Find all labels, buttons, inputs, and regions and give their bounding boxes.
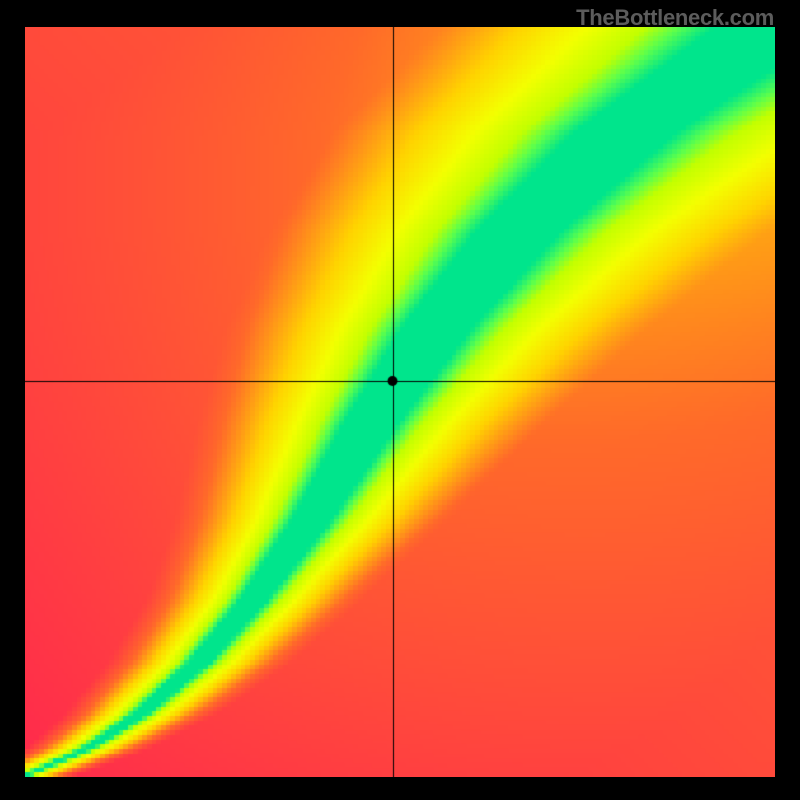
chart-frame: TheBottleneck.com (0, 0, 800, 800)
bottleneck-heatmap (25, 27, 775, 777)
watermark-text: TheBottleneck.com (576, 5, 774, 31)
